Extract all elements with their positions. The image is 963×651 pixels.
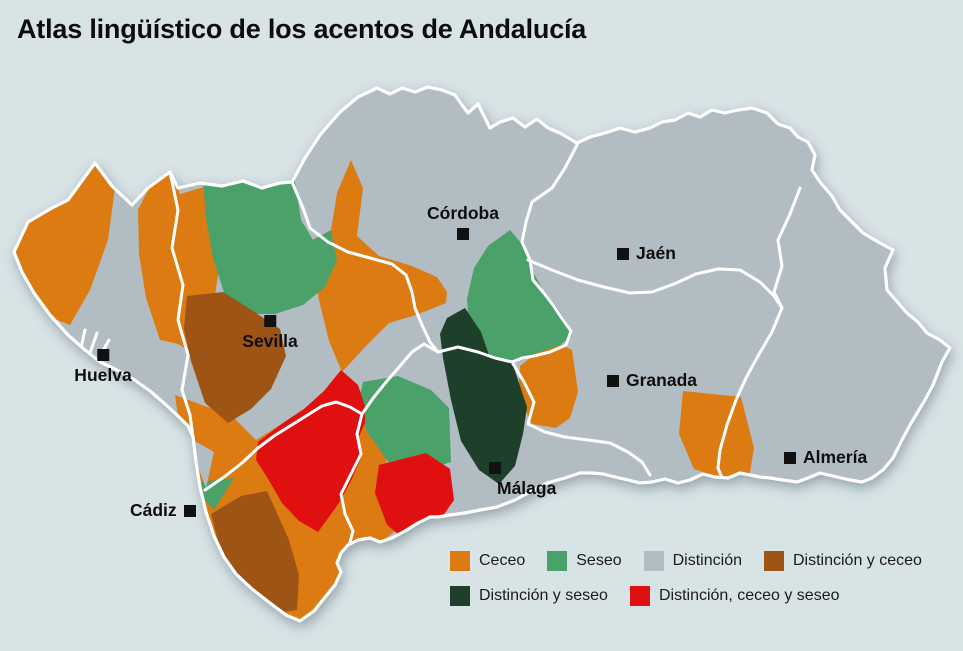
city-label-granada: Granada [626, 370, 697, 390]
city-label-cordoba: Córdoba [427, 203, 499, 223]
city-square-almeria [784, 451, 796, 464]
city-almeria: Almería [784, 447, 867, 468]
city-sevilla: Sevilla [242, 315, 298, 352]
city-cordoba: Córdoba [427, 203, 499, 240]
regions-distincion-seseo [440, 308, 527, 484]
city-square-cadiz [183, 504, 196, 517]
city-label-jaen: Jaén [636, 243, 676, 263]
legend-item-seseo: Seseo [547, 551, 622, 571]
legend-swatch-distincion-seseo [450, 586, 470, 606]
city-square-jaen [617, 247, 629, 260]
city-label-malaga: Málaga [497, 478, 557, 498]
city-granada: Granada [607, 370, 697, 391]
city-huelva: Huelva [74, 349, 132, 386]
legend-label-distincion: Distinción [672, 552, 742, 569]
regions-seseo [199, 175, 572, 510]
legend: Ceceo Seseo Distinción Distinción y cece… [450, 551, 944, 606]
legend-item-ceceo: Ceceo [450, 551, 525, 571]
city-jaen: Jaén [617, 243, 676, 264]
legend-item-distincion-ceceo-seseo: Distinción, ceceo y seseo [629, 586, 840, 606]
legend-swatch-distincion [643, 551, 664, 571]
city-square-cordoba [456, 228, 469, 240]
legend-swatch-seseo [547, 551, 568, 571]
city-label-almeria: Almería [803, 447, 868, 467]
legend-label-distincion-seseo: Distinción y seseo [479, 587, 608, 604]
legend-label-distincion-ceceo: Distinción y ceceo [792, 552, 922, 569]
city-square-sevilla [264, 315, 276, 327]
regions-distincion-overlay [193, 440, 214, 488]
legend-swatch-distincion-ceceo-seseo [629, 586, 650, 606]
legend-label-seseo: Seseo [576, 552, 622, 569]
legend-swatch-ceceo [450, 551, 470, 571]
page-title: Atlas lingüístico de los acentos de Anda… [17, 14, 587, 44]
legend-item-distincion: Distinción [643, 551, 742, 571]
city-square-granada [607, 374, 619, 387]
city-malaga: Málaga [489, 462, 556, 499]
province-borders [168, 143, 802, 555]
city-square-huelva [96, 349, 109, 361]
city-label-sevilla: Sevilla [242, 331, 298, 351]
legend-item-distincion-ceceo: Distinción y ceceo [763, 551, 922, 571]
regions-distincion-ceceo [184, 292, 299, 612]
legend-label-distincion-ceceo-seseo: Distinción, ceceo y seseo [658, 587, 840, 604]
legend-swatch-distincion-ceceo [763, 551, 784, 571]
city-cadiz: Cádiz [130, 500, 196, 521]
city-label-huelva: Huelva [74, 365, 132, 385]
legend-label-ceceo: Ceceo [479, 552, 526, 569]
legend-row-1: Ceceo Seseo Distinción Distinción y cece… [450, 551, 944, 571]
coastline-outline [12, 85, 952, 623]
legend-item-distincion-seseo: Distinción y seseo [450, 586, 608, 606]
landmass [12, 85, 952, 623]
legend-row-2: Distinción y seseo Distinción, ceceo y s… [450, 586, 944, 606]
city-square-malaga [489, 462, 501, 474]
city-label-cadiz: Cádiz [130, 500, 177, 520]
